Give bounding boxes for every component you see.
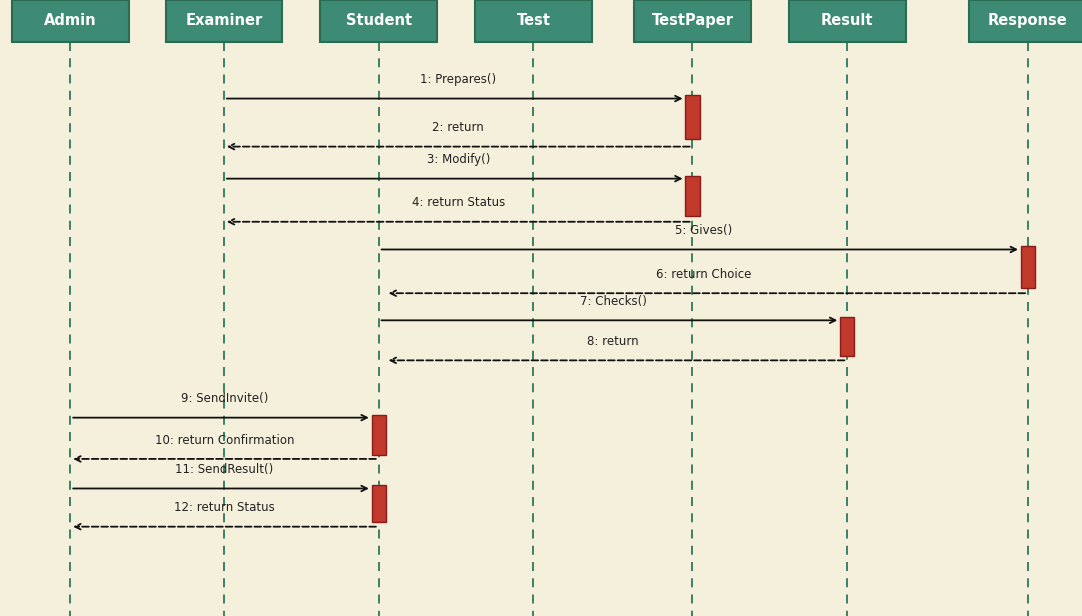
Text: TestPaper: TestPaper <box>651 14 734 28</box>
Bar <box>372 485 385 522</box>
Bar <box>841 317 855 356</box>
Text: 6: return Choice: 6: return Choice <box>656 268 751 281</box>
Text: 8: return: 8: return <box>588 335 638 348</box>
Bar <box>634 0 751 42</box>
Bar <box>1021 246 1034 288</box>
Text: 5: Gives(): 5: Gives() <box>675 224 731 237</box>
Text: Examiner: Examiner <box>185 14 263 28</box>
Bar <box>12 0 129 42</box>
Text: Student: Student <box>345 14 412 28</box>
Text: Test: Test <box>516 14 551 28</box>
Text: 7: Checks(): 7: Checks() <box>580 295 646 308</box>
Bar <box>166 0 282 42</box>
Text: 3: Modify(): 3: Modify() <box>426 153 490 166</box>
Bar <box>686 95 700 139</box>
Text: Result: Result <box>821 14 873 28</box>
Bar <box>320 0 437 42</box>
Text: 4: return Status: 4: return Status <box>411 197 505 209</box>
Text: Admin: Admin <box>44 14 96 28</box>
Text: Response: Response <box>988 14 1068 28</box>
Text: 11: SendResult(): 11: SendResult() <box>175 463 274 476</box>
Text: 10: return Confirmation: 10: return Confirmation <box>155 434 294 447</box>
Text: 12: return Status: 12: return Status <box>174 501 275 514</box>
Bar <box>686 176 700 216</box>
Text: 2: return: 2: return <box>433 121 484 134</box>
Text: 9: SendInvite(): 9: SendInvite() <box>181 392 268 405</box>
Bar <box>789 0 906 42</box>
Text: 1: Prepares(): 1: Prepares() <box>420 73 497 86</box>
Bar <box>372 415 385 455</box>
Bar <box>969 0 1082 42</box>
Bar <box>475 0 592 42</box>
